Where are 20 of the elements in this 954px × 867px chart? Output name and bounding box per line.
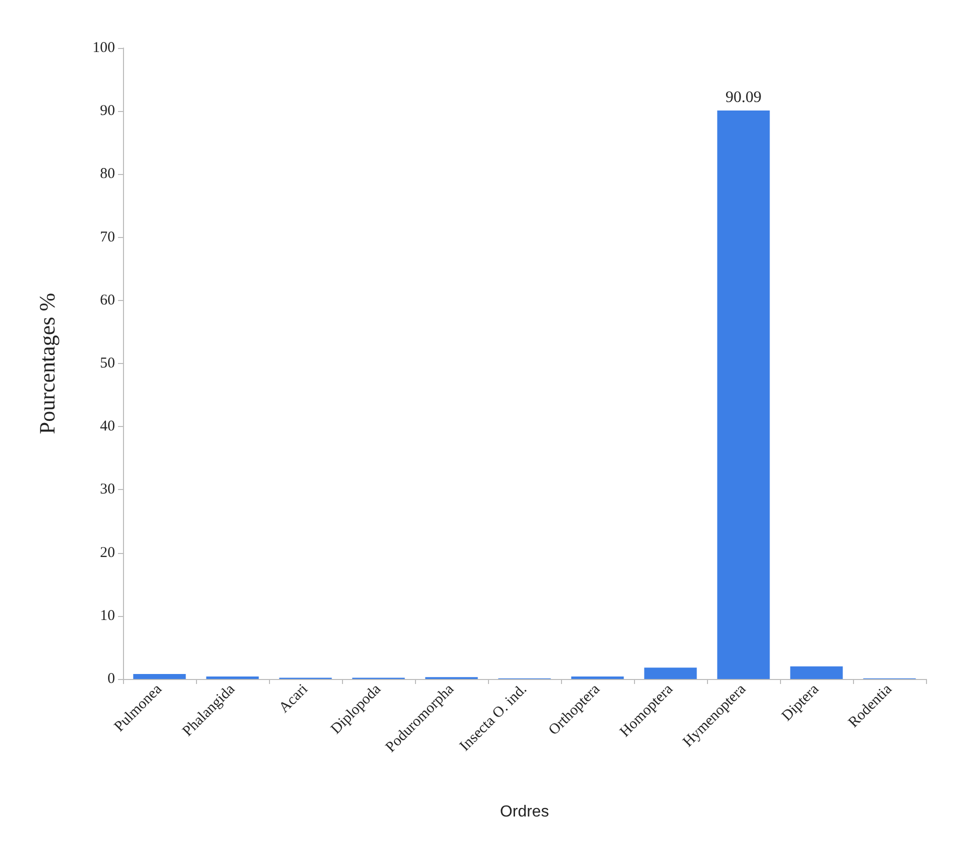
bar <box>133 674 186 679</box>
bar <box>571 676 624 679</box>
data-label: 90.09 <box>726 89 762 106</box>
y-tick-label: 70 <box>100 229 115 246</box>
y-tick-label: 90 <box>100 103 115 120</box>
y-tick-label: 80 <box>100 166 115 182</box>
y-tick-label: 100 <box>92 40 115 56</box>
bar <box>790 666 843 679</box>
bar <box>717 110 770 679</box>
y-tick-label: 10 <box>100 608 115 624</box>
y-tick-label: 60 <box>100 292 115 308</box>
bar <box>644 668 697 679</box>
y-axis-title: Pourcentages % <box>34 292 60 434</box>
bar <box>206 676 259 679</box>
y-tick-label: 20 <box>100 544 115 561</box>
x-axis-title: Ordres <box>500 804 549 820</box>
y-tick-label: 40 <box>100 418 115 435</box>
y-tick-label: 0 <box>108 671 115 687</box>
y-tick-label: 30 <box>100 482 115 498</box>
y-tick-label: 50 <box>100 356 115 372</box>
